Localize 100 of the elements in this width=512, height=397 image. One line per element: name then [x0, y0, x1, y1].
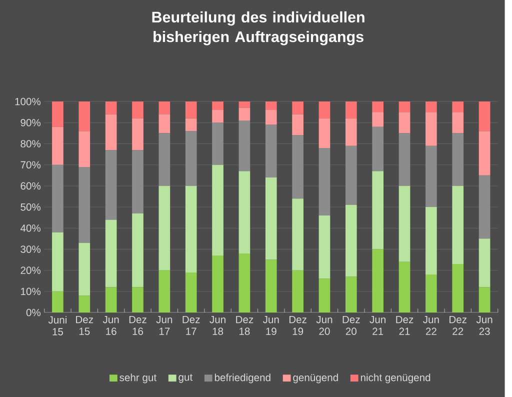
bar [292, 135, 304, 198]
bar [212, 101, 224, 110]
bar [185, 272, 197, 312]
bar [105, 287, 117, 312]
x-tick-label: Dez 20 [342, 316, 360, 335]
bar [212, 255, 224, 312]
bar [238, 171, 250, 254]
x-tick-label: Dez 18 [236, 316, 254, 335]
bar [238, 253, 250, 312]
bar [372, 126, 384, 172]
chart-title: Beurteilung des individuellen bisherigen Auftragseingangs [152, 11, 364, 46]
y-tick-label: 10% [21, 288, 41, 295]
bar [318, 118, 330, 148]
y-tick-label: 60% [20, 182, 41, 190]
y-tick-label: 80% [20, 140, 41, 148]
bar [105, 101, 117, 114]
bar [265, 124, 277, 178]
bar [105, 114, 117, 150]
bar [185, 118, 197, 131]
legend-label: nicht genügend [360, 373, 430, 384]
bar [345, 118, 357, 146]
bar [372, 249, 384, 312]
bar [398, 186, 410, 262]
bar [452, 112, 464, 134]
bar [158, 270, 170, 312]
y-tick-label: 30% [20, 245, 41, 253]
y-tick-label: 100% [15, 98, 41, 106]
bar [185, 101, 197, 118]
legend-label: gut [178, 374, 193, 383]
bar [398, 112, 410, 134]
x-tick-label: Dez 22 [450, 316, 467, 335]
bar [158, 101, 170, 114]
y-tick-label: 90% [20, 118, 41, 126]
bar [398, 101, 410, 112]
bar [452, 186, 464, 264]
legend-label: genügend [293, 373, 338, 384]
bar [185, 186, 197, 272]
bar [78, 242, 90, 296]
bar [292, 114, 304, 136]
legend-label: sehr gut [120, 373, 156, 384]
bar [478, 238, 490, 288]
bar [452, 101, 464, 112]
x-tick-label: Jun 20 [316, 316, 332, 335]
bar [52, 232, 64, 292]
bar [452, 133, 464, 186]
y-tick-label: 50% [20, 203, 41, 211]
x-tick-label: Dez 15 [76, 316, 94, 335]
y-tick-label: 20% [20, 266, 41, 274]
bar [52, 164, 64, 232]
x-tick-label: Jun 22 [423, 316, 439, 335]
bar [132, 150, 144, 214]
bar [372, 171, 384, 250]
bar [478, 287, 490, 312]
bar [345, 101, 357, 118]
bar [426, 146, 437, 207]
bar [345, 276, 357, 312]
x-tick-label: Jun 16 [102, 316, 119, 335]
bar [132, 118, 144, 150]
bar [185, 130, 197, 186]
bar [105, 150, 117, 220]
bar [292, 198, 304, 270]
bar [158, 186, 170, 270]
bar [318, 148, 330, 216]
bar [318, 101, 330, 118]
bar [78, 101, 90, 131]
bar [426, 101, 437, 112]
bar [292, 101, 304, 114]
bar [212, 164, 224, 256]
x-tick-label: Dez 17 [182, 316, 200, 335]
x-tick-label: Jun 18 [210, 316, 226, 335]
bar [345, 204, 357, 277]
bar [238, 120, 250, 172]
bar [158, 133, 170, 186]
x-tick-label: Jun 23 [476, 316, 492, 335]
bar [478, 130, 490, 176]
x-tick-label: Dez 19 [289, 316, 306, 335]
y-tick-label: 70% [20, 161, 41, 168]
bar [238, 108, 250, 120]
bar [78, 130, 90, 167]
bar [426, 112, 437, 146]
bar [52, 101, 64, 127]
bar [78, 295, 90, 312]
x-tick-label: Juni 15 [48, 316, 66, 336]
y-tick-label: 40% [20, 224, 41, 232]
bar [292, 270, 304, 312]
bar [265, 260, 277, 312]
legend-label: befriedigend [214, 373, 270, 384]
bar [52, 291, 64, 312]
bar [212, 110, 224, 122]
bar [478, 101, 490, 131]
bar [265, 177, 277, 260]
bar [52, 126, 64, 165]
bar [345, 146, 357, 205]
x-tick-label: Dez 16 [129, 316, 146, 335]
bar [132, 287, 144, 312]
bar [426, 206, 437, 274]
bar [132, 101, 144, 118]
bar [265, 101, 277, 110]
x-tick-label: Jun 19 [262, 316, 279, 335]
x-tick-label: Jun 17 [156, 316, 172, 335]
